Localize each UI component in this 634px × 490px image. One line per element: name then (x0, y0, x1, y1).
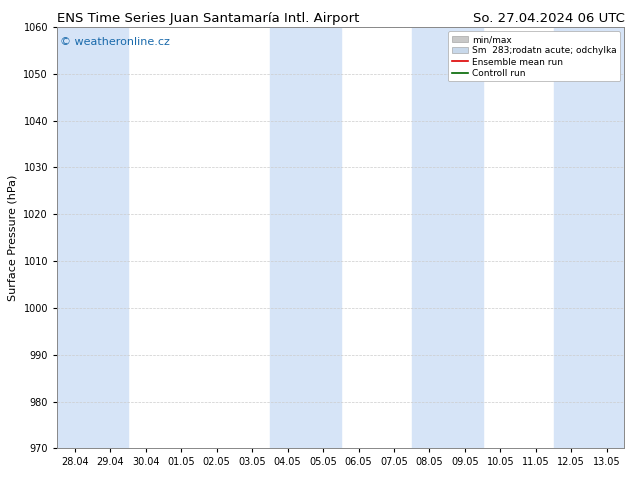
Text: So. 27.04.2024 06 UTC: So. 27.04.2024 06 UTC (472, 12, 624, 25)
Text: ENS Time Series Juan Santamaría Intl. Airport: ENS Time Series Juan Santamaría Intl. Ai… (57, 12, 359, 25)
Bar (553, 27, 624, 448)
Y-axis label: Surface Pressure (hPa): Surface Pressure (hPa) (8, 174, 18, 301)
Legend: min/max, Sm  283;rodatn acute; odchylka, Ensemble mean run, Controll run: min/max, Sm 283;rodatn acute; odchylka, … (448, 31, 620, 81)
Bar (57, 27, 128, 448)
Bar (411, 27, 482, 448)
Text: © weatheronline.cz: © weatheronline.cz (60, 38, 170, 48)
Bar (270, 27, 341, 448)
